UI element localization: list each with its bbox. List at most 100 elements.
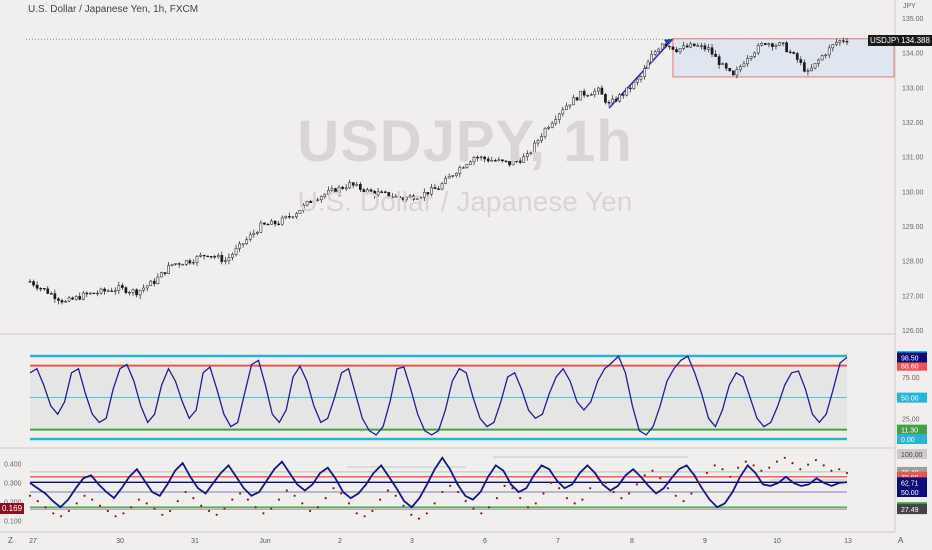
candle-up bbox=[568, 104, 572, 107]
candle-down bbox=[476, 156, 479, 159]
candle-up bbox=[565, 105, 568, 111]
candle-up bbox=[142, 287, 146, 291]
candle-up bbox=[462, 167, 465, 169]
candle-down bbox=[35, 284, 39, 289]
osc-level-badge bbox=[897, 392, 927, 403]
time-tick-label: 10 bbox=[773, 538, 781, 545]
candle-up bbox=[224, 260, 227, 262]
candle-up bbox=[128, 292, 131, 294]
candle-down bbox=[628, 87, 632, 90]
ind-dot bbox=[604, 481, 607, 484]
ind-line bbox=[29, 456, 848, 509]
corner-left: Z bbox=[8, 536, 13, 545]
ind-level-label: 27.49 bbox=[901, 507, 919, 514]
ind-dot bbox=[301, 502, 304, 505]
candle-up bbox=[440, 183, 444, 190]
candle-up bbox=[696, 45, 700, 47]
candle-up bbox=[227, 257, 231, 261]
candle-up bbox=[96, 292, 99, 295]
candle-down bbox=[390, 196, 394, 199]
ind-dot bbox=[28, 494, 32, 497]
candle-up bbox=[156, 276, 160, 284]
ind-dot bbox=[386, 489, 389, 492]
candle-up bbox=[760, 43, 764, 46]
candle-down bbox=[600, 87, 604, 95]
candle-up bbox=[106, 290, 110, 292]
ind-dot bbox=[371, 509, 374, 513]
candle-up bbox=[376, 191, 380, 196]
ind-dot bbox=[207, 509, 211, 513]
ind-dot bbox=[682, 500, 685, 503]
candle-up bbox=[337, 186, 341, 193]
ind-dot bbox=[729, 475, 732, 478]
candle-down bbox=[771, 43, 774, 48]
ind-dot bbox=[239, 492, 242, 495]
ind-dot bbox=[550, 481, 553, 484]
ind-dot bbox=[628, 492, 631, 495]
ind-dot bbox=[106, 509, 109, 513]
osc-level-label: 50.00 bbox=[901, 396, 919, 403]
ind-level-badge bbox=[897, 504, 927, 515]
candle-up bbox=[419, 197, 423, 199]
candle-up bbox=[547, 127, 550, 129]
candle-up bbox=[586, 95, 590, 97]
candle-down bbox=[493, 160, 497, 162]
candle-up bbox=[753, 52, 756, 57]
candle-down bbox=[277, 223, 281, 225]
candle-up bbox=[366, 189, 369, 193]
candle-up bbox=[596, 87, 600, 92]
ind-dot bbox=[596, 477, 600, 480]
last-price-badge: 134.388 bbox=[899, 35, 932, 46]
ind-dot bbox=[737, 466, 740, 469]
ind-dot bbox=[130, 506, 133, 509]
candle-up bbox=[632, 81, 636, 89]
candle-up bbox=[81, 292, 85, 300]
ind-dot bbox=[744, 460, 747, 463]
candle-up bbox=[312, 200, 316, 204]
candle-up bbox=[291, 216, 295, 218]
ind-dot bbox=[565, 497, 569, 500]
ind-dot bbox=[690, 492, 693, 495]
candle-up bbox=[742, 63, 746, 67]
candle-up bbox=[550, 122, 554, 128]
candle-up bbox=[195, 256, 199, 263]
time-tick-label: 7 bbox=[556, 538, 560, 545]
ind-dot bbox=[651, 469, 654, 472]
candle-down bbox=[604, 94, 607, 103]
ind-dot bbox=[200, 504, 203, 507]
candle-up bbox=[167, 265, 170, 274]
candle-up bbox=[323, 193, 327, 197]
candle-down bbox=[437, 188, 440, 190]
left-marker-badge: 0.169 bbox=[0, 503, 25, 514]
candle-down bbox=[582, 90, 586, 96]
gridlines bbox=[0, 0, 896, 533]
ind-dot bbox=[441, 490, 444, 494]
ind-dot bbox=[558, 487, 561, 490]
price-tick-label: 128.00 bbox=[902, 259, 924, 266]
candle-down bbox=[433, 187, 437, 190]
candle-down bbox=[515, 160, 518, 162]
ind-dot bbox=[449, 484, 452, 487]
osc-current-label: 98.50 bbox=[901, 355, 919, 362]
candle-up bbox=[99, 288, 103, 294]
ind-dot bbox=[659, 477, 662, 480]
osc-tick-label: 25.00 bbox=[902, 416, 920, 423]
candle-up bbox=[174, 263, 177, 265]
ind-dot bbox=[799, 468, 802, 471]
candle-up bbox=[767, 43, 771, 45]
ind-dot bbox=[169, 509, 172, 513]
candle-down bbox=[692, 43, 696, 47]
time-tick-label: 9 bbox=[703, 538, 707, 545]
corner-right: A bbox=[898, 536, 904, 545]
candle-up bbox=[444, 177, 447, 184]
candle-up bbox=[241, 243, 245, 245]
candle-down bbox=[206, 255, 209, 258]
ind-dot bbox=[433, 502, 436, 505]
candle-down bbox=[763, 43, 767, 45]
candle-down bbox=[803, 62, 806, 72]
candle-down bbox=[266, 223, 270, 226]
candle-up bbox=[181, 264, 185, 266]
candle-down bbox=[53, 293, 57, 300]
